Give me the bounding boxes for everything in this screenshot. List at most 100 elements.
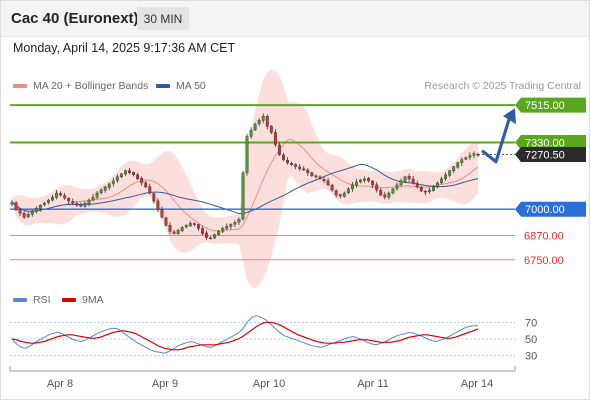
x-tick-label-1: Apr 9: [152, 378, 178, 390]
candle-body-18: [83, 202, 87, 207]
level-label-3: 7000.00: [525, 204, 565, 216]
candle-body-2: [18, 209, 22, 214]
level-label-4: 6870.00: [524, 231, 564, 243]
candle-body-6: [34, 208, 38, 212]
level-tag-1: 7330.00: [515, 135, 586, 150]
candle-body-25: [111, 180, 115, 184]
candle-body-58: [245, 136, 249, 173]
candle-body-92: [383, 194, 387, 198]
x-axis: Apr 8 Apr 9 Apr 10 Apr 11 Apr 14: [9, 366, 516, 390]
legend-item-ma50: MA 50: [156, 80, 206, 92]
candle-body-61: [257, 120, 261, 124]
candle-body-32: [140, 178, 144, 184]
forecast-arrow-path: [481, 115, 512, 164]
candle-body-111: [460, 159, 464, 163]
rsi-tick-label-0: 70: [525, 317, 537, 329]
level-tag-bg-0: [515, 97, 586, 113]
candle-body-52: [221, 228, 225, 232]
candle-body-49: [209, 237, 213, 240]
candle-body-99: [411, 178, 415, 184]
candle-body-100: [415, 183, 419, 188]
candle-body-30: [132, 172, 136, 176]
candle-body-76: [318, 176, 322, 180]
timestamp: Monday, April 14, 2025 9:17:36 AM CET: [13, 41, 236, 55]
level-tag-0: 7515.00: [515, 97, 586, 113]
candle-body-64: [269, 125, 273, 133]
candle-body-27: [119, 173, 123, 178]
level-tag-2: 7270.50: [515, 147, 586, 163]
candle-body-86: [359, 179, 362, 183]
candle-body-45: [192, 223, 196, 225]
candle-body-14: [67, 198, 71, 202]
price-levels: [10, 104, 515, 261]
candle-body-40: [172, 231, 176, 234]
candle-body-16: [75, 203, 79, 206]
legend-label-ma50: MA 50: [176, 80, 206, 92]
candle-body-115: [476, 154, 480, 156]
candle-body-104: [431, 186, 435, 191]
rsi-legend: RSI 9MA: [13, 294, 213, 308]
candle-body-39: [168, 225, 172, 232]
x-tick-label-2: Apr 10: [253, 378, 285, 390]
level-tag-bg-1: [515, 135, 586, 150]
legend-item-bollinger: MA 20 + Bollinger Bands: [13, 80, 148, 92]
candle-body-106: [440, 178, 443, 184]
candle-body-63: [265, 116, 269, 127]
candle-body-1: [14, 202, 18, 210]
candle-body-66: [277, 144, 281, 155]
candle-body-9: [47, 199, 50, 203]
candle-body-108: [448, 170, 452, 176]
candle-body-91: [379, 190, 383, 196]
candle-body-110: [456, 162, 460, 168]
candle-body-8: [42, 202, 46, 205]
candle-body-83: [346, 188, 350, 193]
candle-body-10: [51, 196, 54, 201]
candle-body-31: [136, 174, 140, 180]
candle-body-107: [444, 174, 448, 179]
candle-body-80: [334, 190, 338, 196]
candle-body-85: [354, 181, 358, 186]
candle-body-109: [452, 166, 456, 172]
candle-body-82: [342, 192, 346, 197]
candle-body-97: [403, 176, 407, 182]
candle-body-54: [229, 224, 233, 227]
candle-body-34: [148, 186, 152, 194]
timeframe-button[interactable]: 30 MIN: [137, 7, 189, 30]
candle-body-42: [180, 227, 184, 231]
candle-body-17: [79, 204, 83, 207]
candle-body-57: [241, 172, 245, 220]
candle-body-112: [464, 157, 468, 160]
rsi-swatch: [13, 298, 27, 302]
candle-body-65: [273, 132, 277, 145]
candle-body-98: [407, 176, 411, 180]
level-tag-3: 7000.00: [515, 201, 586, 217]
candle-body-79: [330, 184, 334, 191]
bollinger-band-area: [12, 69, 478, 289]
candle-body-78: [326, 180, 330, 186]
candle-body-43: [184, 225, 188, 228]
legend-label-bollinger: MA 20 + Bollinger Bands: [33, 80, 149, 92]
candle-body-93: [387, 192, 391, 198]
rsi-series-1: [11, 321, 479, 351]
candle-body-84: [350, 184, 354, 190]
candle-body-0: [10, 201, 14, 205]
candle-body-95: [395, 184, 399, 189]
candle-body-60: [253, 124, 257, 131]
candle-body-48: [205, 232, 208, 238]
main-legend: MA 20 + Bollinger Bands MA 50: [13, 80, 313, 94]
candle-body-38: [164, 217, 168, 226]
level-label-1: 7330.00: [525, 138, 565, 150]
candle-body-62: [261, 116, 265, 121]
candle-body-20: [91, 196, 95, 201]
candle-body-94: [391, 188, 395, 194]
candle-body-72: [302, 168, 306, 171]
instrument-title: Cac 40 (Euronext): [11, 10, 139, 27]
candle-body-67: [282, 154, 285, 160]
bollinger-swatch: [13, 84, 27, 88]
x-tick-label-3: Apr 11: [357, 378, 389, 390]
candle-body-70: [294, 164, 298, 167]
candle-body-46: [196, 224, 200, 229]
candle-body-102: [423, 191, 427, 193]
